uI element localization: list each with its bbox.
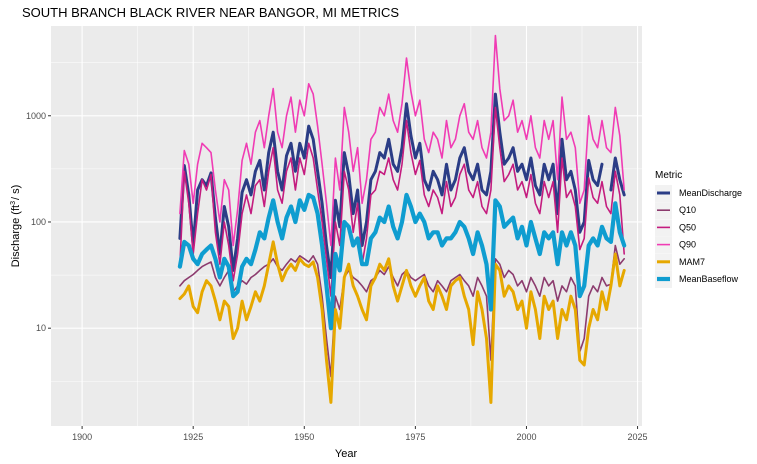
legend-label: Q90 [679,240,696,250]
legend-label: MeanDischarge [679,188,742,198]
series-line-meanbaseflow [177,192,627,331]
legend-item-q10: Q10 [655,202,696,220]
series-line-q90 [179,34,625,247]
chart-title: SOUTH BRANCH BLACK RIVER NEAR BANGOR, MI… [22,5,399,20]
series-line-meandischarge [178,92,626,279]
legend-label: Q10 [679,205,696,215]
y-tick-label-10: 10 [36,323,46,333]
series-lines [177,34,627,404]
series-line-mam7 [178,240,626,404]
y-axis-title-main: Discharge (ft [10,205,22,267]
legend-item-q50: Q50 [655,219,696,237]
series-line-q10 [179,244,625,378]
legend-item-mam7: MAM7 [655,253,705,271]
y-axis-title: Discharge (ft3/ s) [10,185,22,268]
y-axis-title-superscript: 3 [10,201,17,205]
y-tick-label-1000: 1000 [26,111,46,121]
legend-label: MAM7 [679,257,705,267]
legend-item-meandischarge: MeanDischarge [655,185,742,202]
legend-label: Q50 [679,222,696,232]
y-tick-label-100: 100 [31,217,46,227]
legend-item-q90: Q90 [655,236,696,254]
y-axis-title-tail: / s) [10,185,22,200]
legend-item-meanbaseflow: MeanBaseflow [655,271,739,288]
x-axis-ticks: 1900 1925 1950 1975 2000 2025 [72,426,648,442]
legend-title: Metric [655,170,682,181]
x-tick-label-1925: 1925 [183,432,203,442]
legend-label: MeanBaseflow [679,274,739,284]
legend: MeanDischarge Q10 Q50 Q90 MAM7 MeanBaseflow [655,185,742,288]
x-tick-label-2000: 2000 [516,432,536,442]
x-axis-title: Year [335,448,358,460]
series-line-q50 [179,106,625,297]
x-tick-label-2025: 2025 [628,432,648,442]
y-axis-ticks: 10 100 1000 [26,111,51,333]
grid-major [51,26,642,426]
x-tick-label-1900: 1900 [72,432,92,442]
x-tick-label-1950: 1950 [294,432,314,442]
x-tick-label-1975: 1975 [405,432,425,442]
